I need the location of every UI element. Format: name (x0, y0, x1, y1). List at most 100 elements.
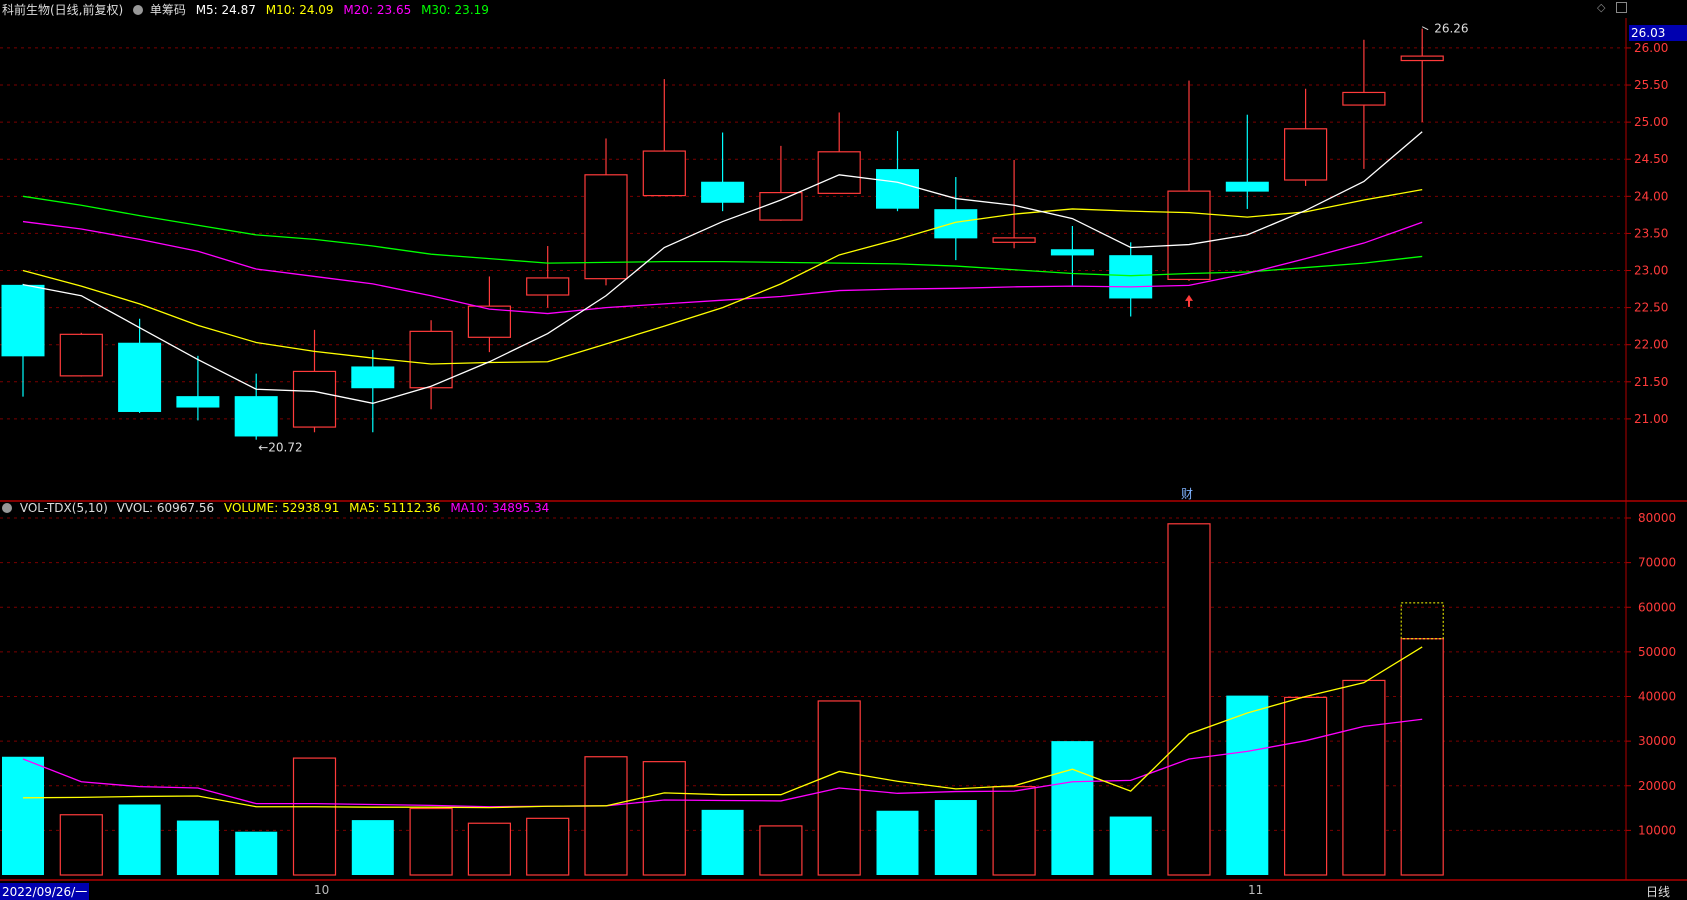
candle-body-down (1, 284, 45, 357)
volume-bar-down (1051, 741, 1094, 875)
chip-toggle-icon[interactable] (133, 5, 144, 15)
candle-body-down (1050, 249, 1094, 256)
volume-bar-up (467, 822, 511, 876)
volume-bar-up (1167, 523, 1211, 876)
volume-bar-up (409, 807, 453, 876)
volume-bar-up (642, 761, 686, 876)
candle-body-up (759, 192, 803, 221)
candle-body-up (642, 150, 686, 197)
ma5-label: M5: 24.87 (195, 3, 256, 17)
vol-ma10-label: MA10: 34895.34 (450, 501, 550, 515)
current-price-tag: 26.03 (1629, 25, 1687, 41)
volume-bar-down (1226, 695, 1269, 875)
period-button[interactable]: 日线 (1646, 885, 1671, 899)
volume-tick-label: 50000 (1638, 645, 1676, 659)
price-tick-label: 22.50 (1634, 301, 1668, 315)
candle-body-down (351, 366, 395, 389)
ma20-label: M20: 23.65 (343, 3, 412, 17)
volume-header: VOL-TDX(5,10) VVOL: 60967.56 VOLUME: 529… (2, 501, 549, 515)
volume-bar-down (235, 831, 278, 875)
start-date-label: 2022/09/26/一 (0, 883, 90, 900)
volume-tick-label: 60000 (1638, 600, 1676, 614)
month-marker-nov: 11 (1248, 883, 1264, 897)
volume-bar-down (934, 800, 977, 875)
volume-bar-up (992, 786, 1036, 876)
price-tick-label: 25.50 (1634, 78, 1668, 92)
volume-bar-down (2, 756, 44, 875)
price-tick-label: 23.50 (1634, 226, 1668, 240)
price-tick-label: 21.50 (1634, 375, 1668, 389)
volume-bar-down (701, 809, 744, 875)
volume-bar-up (59, 814, 103, 876)
candle-body-down (1109, 255, 1153, 299)
price-tick-label: 25.00 (1634, 115, 1668, 129)
ma10-label: M10: 24.09 (265, 3, 334, 17)
volume-bar-down (1109, 816, 1152, 875)
candle-body-up (992, 237, 1036, 243)
volume-tick-label: 10000 (1638, 823, 1676, 837)
candle-body-down (701, 181, 745, 203)
volume-bar-up (584, 756, 628, 876)
candle-body-up (526, 277, 570, 296)
volume-tick-label: 80000 (1638, 511, 1676, 525)
indicator-toggle-icon[interactable] (2, 503, 12, 513)
volume-bar-up (292, 757, 337, 876)
volume-tick-label: 30000 (1638, 734, 1676, 748)
ma30-label: M30: 23.19 (421, 3, 489, 17)
volume-tick-label: 70000 (1638, 556, 1676, 570)
high-price-label: 26.26 (1434, 22, 1468, 36)
candle-body-up (292, 370, 337, 428)
diamond-icon[interactable]: ◇ (1597, 1, 1606, 14)
low-price-label: ←20.72 (258, 441, 302, 455)
panel-toggle-icon[interactable] (1616, 2, 1627, 13)
ma5-line (22, 131, 1423, 404)
buy-signal-arrow-icon (1185, 294, 1193, 307)
ma10-line (22, 189, 1423, 365)
candle-body-down (876, 169, 919, 209)
candle-body-down (118, 342, 162, 412)
candle-body-up (817, 151, 861, 194)
price-tick-label: 24.50 (1634, 152, 1668, 166)
vvol-label: VVOL: 60967.56 (116, 501, 215, 515)
finance-event-marker[interactable]: 财 (1181, 487, 1194, 501)
volume-tick-label: 40000 (1638, 690, 1676, 704)
volume-bar-up (526, 817, 570, 876)
stock-title: 科前生物(日线,前复权) (2, 3, 124, 17)
volume-label: VOLUME: 52938.91 (223, 501, 340, 515)
price-tick-label: 22.00 (1634, 338, 1668, 352)
price-tick-label: 24.00 (1634, 189, 1668, 203)
candle-body-down (176, 396, 220, 408)
candle-body-up (584, 174, 628, 280)
candle-body-up (1283, 128, 1328, 181)
candle-body-up (1400, 55, 1444, 62)
candle-body-down (234, 396, 278, 437)
candle-body-up (1167, 190, 1211, 281)
volume-bar-down (118, 804, 161, 875)
candle-body-down (1225, 181, 1269, 192)
volume-bar-up (1342, 679, 1386, 876)
volume-bar-up (1283, 696, 1328, 876)
ma30-line (22, 195, 1423, 277)
volume-bar-down (351, 820, 394, 875)
price-header: 科前生物(日线,前复权) 单筹码 M5: 24.87 M10: 24.09 M2… (2, 1, 489, 18)
vol-indicator-name[interactable]: VOL-TDX(5,10) (19, 501, 108, 515)
price-tick-label: 21.00 (1634, 412, 1668, 426)
volume-ma5-line (22, 646, 1423, 809)
volume-bar-up (759, 825, 803, 876)
candle-body-up (467, 305, 511, 338)
volume-tick-label: 20000 (1638, 779, 1676, 793)
ma20-line (22, 220, 1423, 315)
price-tick-label: 26.00 (1634, 41, 1668, 55)
volume-bar-down (876, 810, 919, 875)
chip-label[interactable]: 单筹码 (149, 3, 186, 17)
candle-body-up (409, 330, 453, 389)
candle-body-up (59, 333, 103, 377)
volume-ma10-line (22, 718, 1423, 808)
vvol-projection-box (1400, 602, 1444, 640)
volume-bar-up (1400, 638, 1444, 876)
high-pointer (1421, 26, 1429, 31)
candle-body-up (1342, 91, 1386, 106)
volume-bar-down (176, 820, 219, 875)
price-tick-label: 23.00 (1634, 264, 1668, 278)
